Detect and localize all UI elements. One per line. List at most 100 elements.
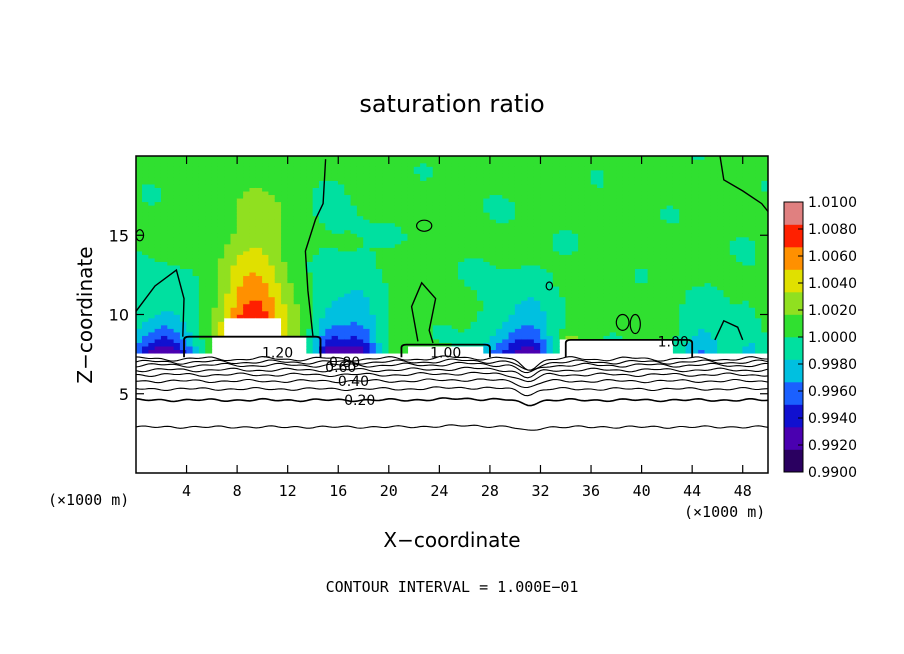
field-cell [597,237,604,241]
field-cell [464,286,471,290]
field-cell [559,177,566,181]
field-cell [193,251,200,255]
field-cell [477,187,484,191]
field-cell [338,159,345,163]
field-cell [193,342,200,346]
field-cell [395,265,402,269]
field-cell [464,251,471,255]
field-cell [490,261,497,265]
field-cell [174,247,181,251]
field-cell [287,198,294,202]
field-cell [559,180,566,184]
field-cell [186,339,193,343]
field-cell [319,247,326,251]
field-cell [483,240,490,244]
field-cell [142,286,149,290]
field-cell [559,166,566,170]
field-cell [275,247,282,251]
field-cell [395,268,402,272]
field-cell [351,283,358,287]
field-cell [256,230,263,234]
field-cell [224,321,231,325]
field-cell [199,173,206,177]
field-cell [376,342,383,346]
field-cell [679,254,686,258]
field-cell [458,223,465,227]
field-cell [262,244,269,248]
field-cell [237,177,244,181]
field-cell [692,314,699,318]
field-cell [389,194,396,198]
field-cell [275,244,282,248]
field-cell [212,254,219,258]
field-cell [148,325,155,329]
field-cell [641,209,648,213]
field-cell [199,286,206,290]
field-cell [148,247,155,251]
field-cell [287,223,294,227]
field-cell [445,325,452,329]
field-cell [698,318,705,322]
field-cell [224,293,231,297]
field-cell [528,247,535,251]
field-cell [692,240,699,244]
field-cell [496,177,503,181]
field-cell [313,311,320,315]
field-cell [262,180,269,184]
field-cell [300,311,307,315]
field-cell [256,321,263,325]
field-cell [287,304,294,308]
field-cell [578,332,585,336]
field-cell [357,279,364,283]
field-cell [717,346,724,350]
field-cell [679,286,686,290]
field-cell [344,311,351,315]
field-cell [622,290,629,294]
field-cell [174,173,181,177]
field-cell [616,205,623,209]
field-cell [471,325,478,329]
field-cell [332,286,339,290]
field-cell [155,209,162,213]
field-cell [287,230,294,234]
field-cell [256,300,263,304]
field-cell [363,286,370,290]
field-cell [439,177,446,181]
field-cell [401,240,408,244]
field-cell [629,223,636,227]
field-cell [205,318,212,322]
field-cell [660,166,667,170]
field-cell [572,223,579,227]
field-cell [534,166,541,170]
field-cell [679,311,686,315]
field-cell [610,219,617,223]
field-cell [389,230,396,234]
field-cell [205,170,212,174]
field-cell [281,187,288,191]
field-cell [565,318,572,322]
field-cell [357,342,364,346]
field-cell [325,163,332,167]
field-cell [319,261,326,265]
field-cell [565,265,572,269]
field-cell [231,173,238,177]
field-cell [351,247,358,251]
field-cell [186,170,193,174]
field-cell [483,283,490,287]
field-cell [167,198,174,202]
field-cell [654,166,661,170]
field-cell [180,233,187,237]
field-cell [534,163,541,167]
field-cell [205,272,212,276]
field-cell [603,258,610,262]
field-cell [262,268,269,272]
field-cell [483,258,490,262]
field-cell [231,265,238,269]
field-cell [363,247,370,251]
field-cell [420,304,427,308]
field-cell [464,237,471,241]
field-cell [458,166,465,170]
field-cell [338,332,345,336]
field-cell [332,233,339,237]
field-cell [452,297,459,301]
